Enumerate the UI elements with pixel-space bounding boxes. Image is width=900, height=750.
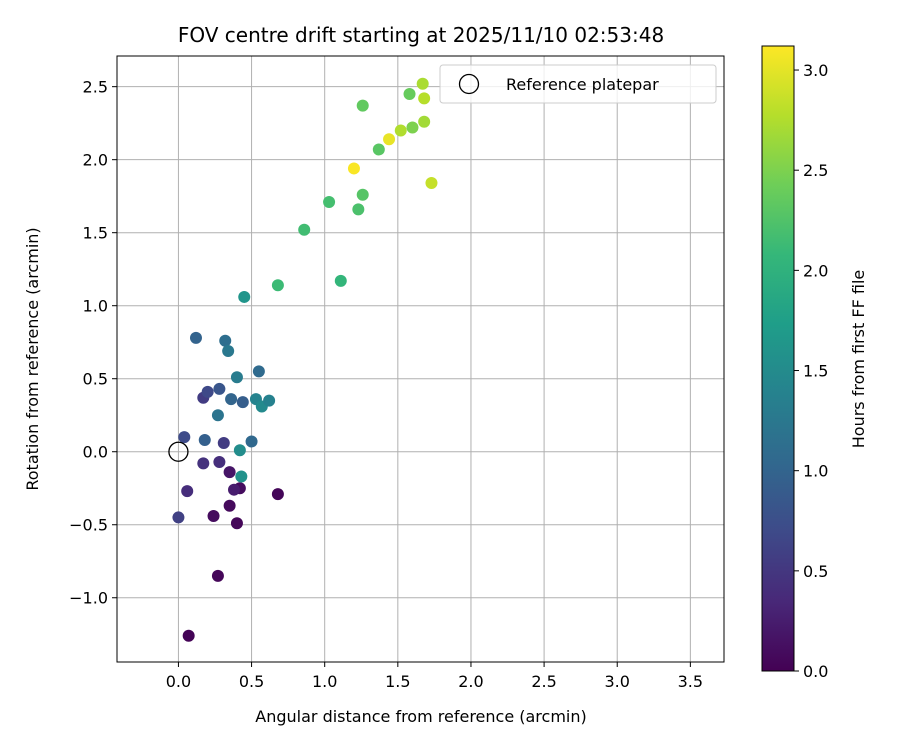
colorbar-tick-label: 1.5 (803, 362, 828, 381)
data-point (383, 133, 396, 146)
x-tick-label: 1.5 (385, 672, 410, 691)
colorbar-tick-label: 0.0 (803, 662, 828, 681)
chart-title: FOV centre drift starting at 2025/11/10 … (178, 23, 664, 47)
data-point (238, 290, 251, 303)
colorbar-tick-label: 3.0 (803, 61, 828, 80)
y-tick-label: 2.5 (83, 78, 108, 97)
data-point (298, 223, 311, 236)
data-points (172, 77, 438, 642)
colorbar-tick-label: 1.0 (803, 462, 828, 481)
data-point (230, 371, 243, 384)
x-tick-label: 0.0 (166, 672, 191, 691)
y-tick-label: 0.5 (83, 370, 108, 389)
data-point (406, 121, 419, 134)
data-point (271, 488, 284, 501)
data-point (172, 511, 185, 524)
x-tick-label: 0.5 (239, 672, 264, 691)
data-point (211, 569, 224, 582)
y-tick-label: 1.0 (83, 297, 108, 316)
legend-label-reference-platepar: Reference platepar (506, 75, 659, 94)
colorbar-label: Hours from first FF file (849, 270, 868, 449)
colorbar-ticks: 0.0 0.5 1.0 1.5 2.0 2.5 3.0 (794, 61, 828, 681)
data-point (207, 509, 220, 522)
data-point (271, 279, 284, 292)
data-point (245, 435, 258, 448)
data-point (418, 92, 431, 105)
data-point (403, 87, 416, 100)
x-tick-label: 2.0 (458, 672, 483, 691)
data-point (213, 382, 226, 395)
x-axis-ticks: 0.0 0.5 1.0 1.5 2.0 2.5 3.0 3.5 (166, 662, 703, 691)
data-point (189, 331, 202, 344)
reference-platepar-marker (168, 441, 189, 462)
data-point (197, 457, 210, 470)
y-tick-label: 2.0 (83, 151, 108, 170)
colorbar-tick-label: 0.5 (803, 562, 828, 581)
data-point (334, 274, 347, 287)
x-tick-label: 1.0 (312, 672, 337, 691)
data-point (222, 344, 235, 357)
legend-box (439, 64, 717, 104)
y-axis-label: Rotation from reference (arcmin) (23, 227, 42, 490)
y-tick-label: −1.0 (69, 589, 108, 608)
data-point (394, 124, 407, 137)
data-point (228, 483, 241, 496)
data-point (211, 409, 224, 422)
y-axis-ticks: −1.0 −0.5 0.0 0.5 1.0 1.5 2.0 2.5 (69, 78, 117, 608)
reference-marker-layer (168, 441, 189, 462)
data-point (418, 115, 431, 128)
data-point (352, 203, 365, 216)
data-point (219, 334, 232, 347)
data-point (356, 99, 369, 112)
data-point (425, 177, 438, 190)
colorbar (761, 45, 795, 672)
grid-lines (117, 56, 724, 662)
data-point (356, 188, 369, 201)
data-point (233, 444, 246, 457)
x-tick-label: 2.5 (531, 672, 556, 691)
x-axis-label: Angular distance from reference (arcmin) (255, 707, 586, 726)
data-point (181, 485, 194, 498)
data-point (372, 143, 385, 156)
data-point (323, 196, 336, 209)
data-point (416, 77, 429, 90)
data-point (236, 396, 249, 409)
x-tick-label: 3.0 (604, 672, 629, 691)
legend: Reference platepar (439, 64, 717, 104)
data-point (235, 470, 248, 483)
data-point (213, 455, 226, 468)
colorbar-tick-label: 2.5 (803, 161, 828, 180)
data-point (198, 434, 211, 447)
y-tick-label: −0.5 (69, 516, 108, 535)
data-point (223, 499, 236, 512)
x-tick-label: 3.5 (678, 672, 703, 691)
colorbar-tick-label: 2.0 (803, 261, 828, 280)
data-point (223, 466, 236, 479)
data-point (225, 393, 238, 406)
y-tick-label: 1.5 (83, 224, 108, 243)
data-point (182, 629, 195, 642)
legend-reference-marker (458, 73, 480, 95)
plot-area-frame (116, 55, 725, 663)
data-point (347, 162, 360, 175)
data-point (201, 385, 214, 398)
data-point (178, 431, 191, 444)
data-point (252, 365, 265, 378)
data-point (263, 394, 276, 407)
data-point (230, 517, 243, 530)
data-point (217, 436, 230, 449)
y-tick-label: 0.0 (83, 443, 108, 462)
